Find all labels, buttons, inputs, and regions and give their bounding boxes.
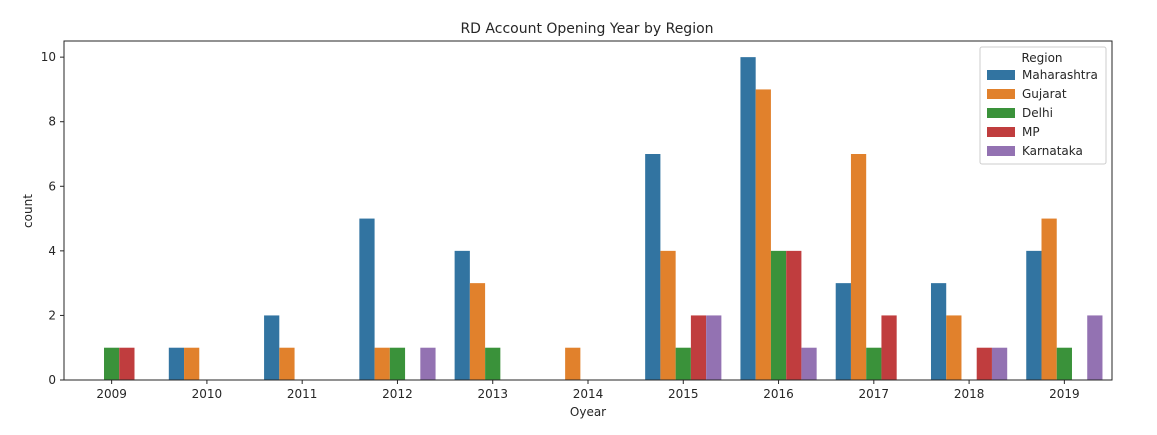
bar-mp-2017: [881, 315, 897, 380]
bar-karnataka-2015: [706, 315, 722, 380]
x-tick-label: 2011: [287, 387, 318, 401]
bar-gujarat-2019: [1041, 218, 1057, 380]
bar-mp-2009: [119, 347, 135, 380]
x-tick-label: 2016: [763, 387, 794, 401]
bar-karnataka-2018: [991, 347, 1008, 380]
bar-mp-2018: [976, 347, 992, 380]
legend-swatch-delhi: [987, 108, 1015, 118]
x-tick-label: 2015: [668, 387, 699, 401]
bar-karnataka-2016: [801, 347, 817, 380]
bar-gujarat-2017: [850, 154, 867, 380]
y-tick-label: 8: [48, 115, 56, 129]
bar-maharashtra-2010: [168, 347, 185, 380]
legend-label-karnataka: Karnataka: [1022, 144, 1083, 158]
legend-label-maharashtra: Maharashtra: [1022, 68, 1098, 82]
bar-karnataka-2012: [420, 347, 436, 380]
legend-swatch-gujarat: [987, 89, 1015, 99]
bar-maharashtra-2015: [645, 154, 661, 380]
y-tick-label: 6: [48, 179, 56, 193]
bar-gujarat-2014: [565, 347, 581, 380]
legend: Region Maharashtra Gujarat Delhi MP Karnatak…: [979, 46, 1107, 165]
legend-title: Region: [1021, 51, 1062, 65]
bar-delhi-2017: [866, 347, 882, 380]
bar-delhi-2019: [1056, 347, 1072, 380]
x-tick-label: 2018: [954, 387, 985, 401]
y-tick-label: 2: [48, 308, 56, 322]
bar-maharashtra-2018: [930, 283, 947, 380]
y-axis-label: count: [21, 194, 35, 228]
x-axis-label: Oyear: [570, 405, 606, 419]
bar-gujarat-2018: [946, 315, 962, 380]
x-axis: 2009 2010 2011 2012 2013 2014 2015 2016 2017 2018…: [96, 380, 1080, 401]
bar-mp-2015: [690, 315, 707, 380]
bar-delhi-2012: [389, 347, 406, 380]
x-tick-label: 2017: [859, 387, 890, 401]
chart-title: RD Account Opening Year by Region: [460, 21, 713, 37]
bar-maharashtra-2019: [1026, 250, 1042, 380]
bar-maharashtra-2012: [359, 218, 375, 380]
legend-label-delhi: Delhi: [1022, 106, 1053, 120]
bar-delhi-2015: [675, 347, 691, 380]
y-tick-label: 10: [41, 50, 56, 64]
x-tick-label: 2019: [1049, 387, 1080, 401]
x-tick-label: 2010: [192, 387, 223, 401]
bar-mp-2016: [786, 250, 802, 380]
y-axis: 0 2 4 6 8 10: [41, 50, 64, 387]
bars-group: [104, 57, 1103, 381]
legend-label-mp: MP: [1022, 125, 1040, 139]
legend-items: Maharashtra Gujarat Delhi MP Karnataka: [987, 68, 1098, 158]
bar-gujarat-2015: [660, 250, 676, 380]
bar-maharashtra-2011: [264, 315, 280, 380]
bar-gujarat-2016: [755, 89, 771, 381]
x-tick-label: 2009: [96, 387, 127, 401]
legend-label-gujarat: Gujarat: [1022, 87, 1067, 101]
bar-maharashtra-2013: [454, 250, 470, 380]
y-tick-label: 0: [48, 373, 56, 387]
bar-delhi-2013: [485, 347, 501, 380]
bar-gujarat-2010: [184, 347, 200, 380]
bar-delhi-2016: [770, 250, 787, 380]
bar-gujarat-2013: [469, 283, 486, 380]
bar-delhi-2009: [104, 347, 120, 380]
x-tick-label: 2013: [477, 387, 508, 401]
bar-gujarat-2012: [374, 347, 390, 380]
legend-swatch-mp: [987, 127, 1015, 137]
x-tick-label: 2012: [382, 387, 413, 401]
bar-karnataka-2019: [1087, 315, 1103, 380]
legend-swatch-maharashtra: [987, 70, 1015, 80]
y-tick-label: 4: [48, 244, 56, 258]
bar-gujarat-2011: [279, 347, 295, 380]
legend-swatch-karnataka: [987, 146, 1015, 156]
bar-maharashtra-2017: [835, 283, 851, 380]
bar-maharashtra-2016: [740, 57, 756, 380]
x-tick-label: 2014: [573, 387, 604, 401]
